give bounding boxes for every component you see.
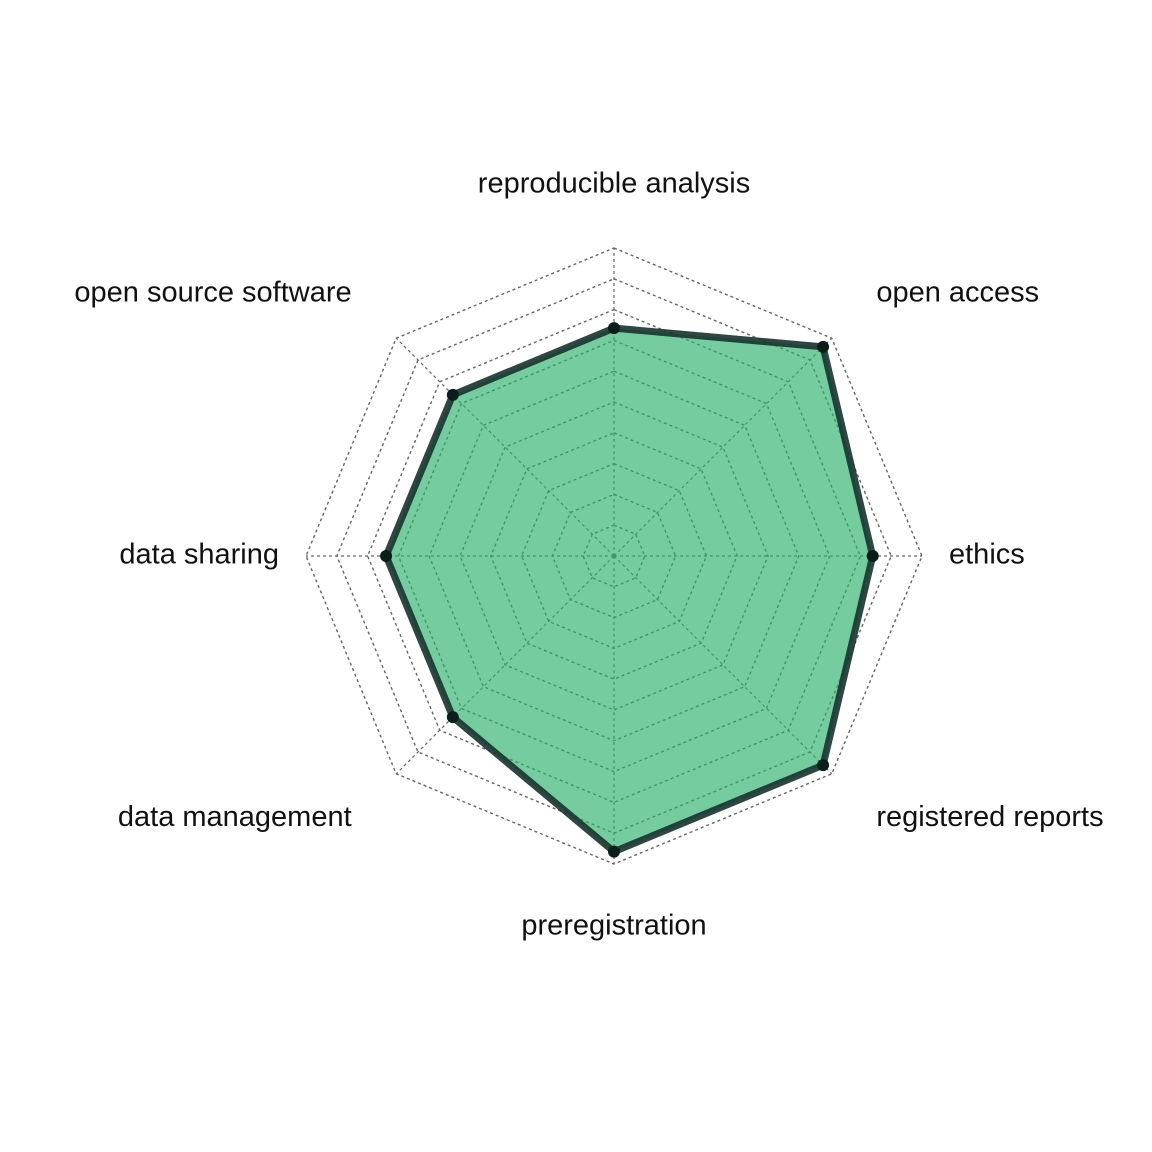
axis-label-data-management: data management: [118, 801, 352, 833]
data-point-reproducible-analysis: [608, 322, 620, 335]
axis-labels: reproducible analysis open access ethics re…: [74, 168, 1103, 942]
data-point-data-management: [446, 711, 459, 724]
axis-label-reproducible-analysis: reproducible analysis: [478, 168, 750, 200]
data-point-registered-reports: [817, 759, 830, 772]
data-point-preregistration: [608, 845, 620, 858]
data-point-data-sharing: [380, 550, 393, 562]
data-point-open-access: [817, 340, 830, 353]
data-point-ethics: [866, 550, 879, 562]
axis-label-open-source-software: open source software: [74, 276, 351, 308]
axis-label-ethics: ethics: [949, 539, 1025, 571]
axis-label-registered-reports: registered reports: [876, 801, 1103, 833]
radar-series: [380, 322, 879, 858]
axis-label-preregistration: preregistration: [521, 910, 706, 942]
axis-label-open-access: open access: [876, 276, 1039, 308]
data-point-open-source-software: [446, 388, 459, 401]
series-area: [382, 324, 877, 856]
axis-label-data-sharing: data sharing: [119, 539, 279, 571]
